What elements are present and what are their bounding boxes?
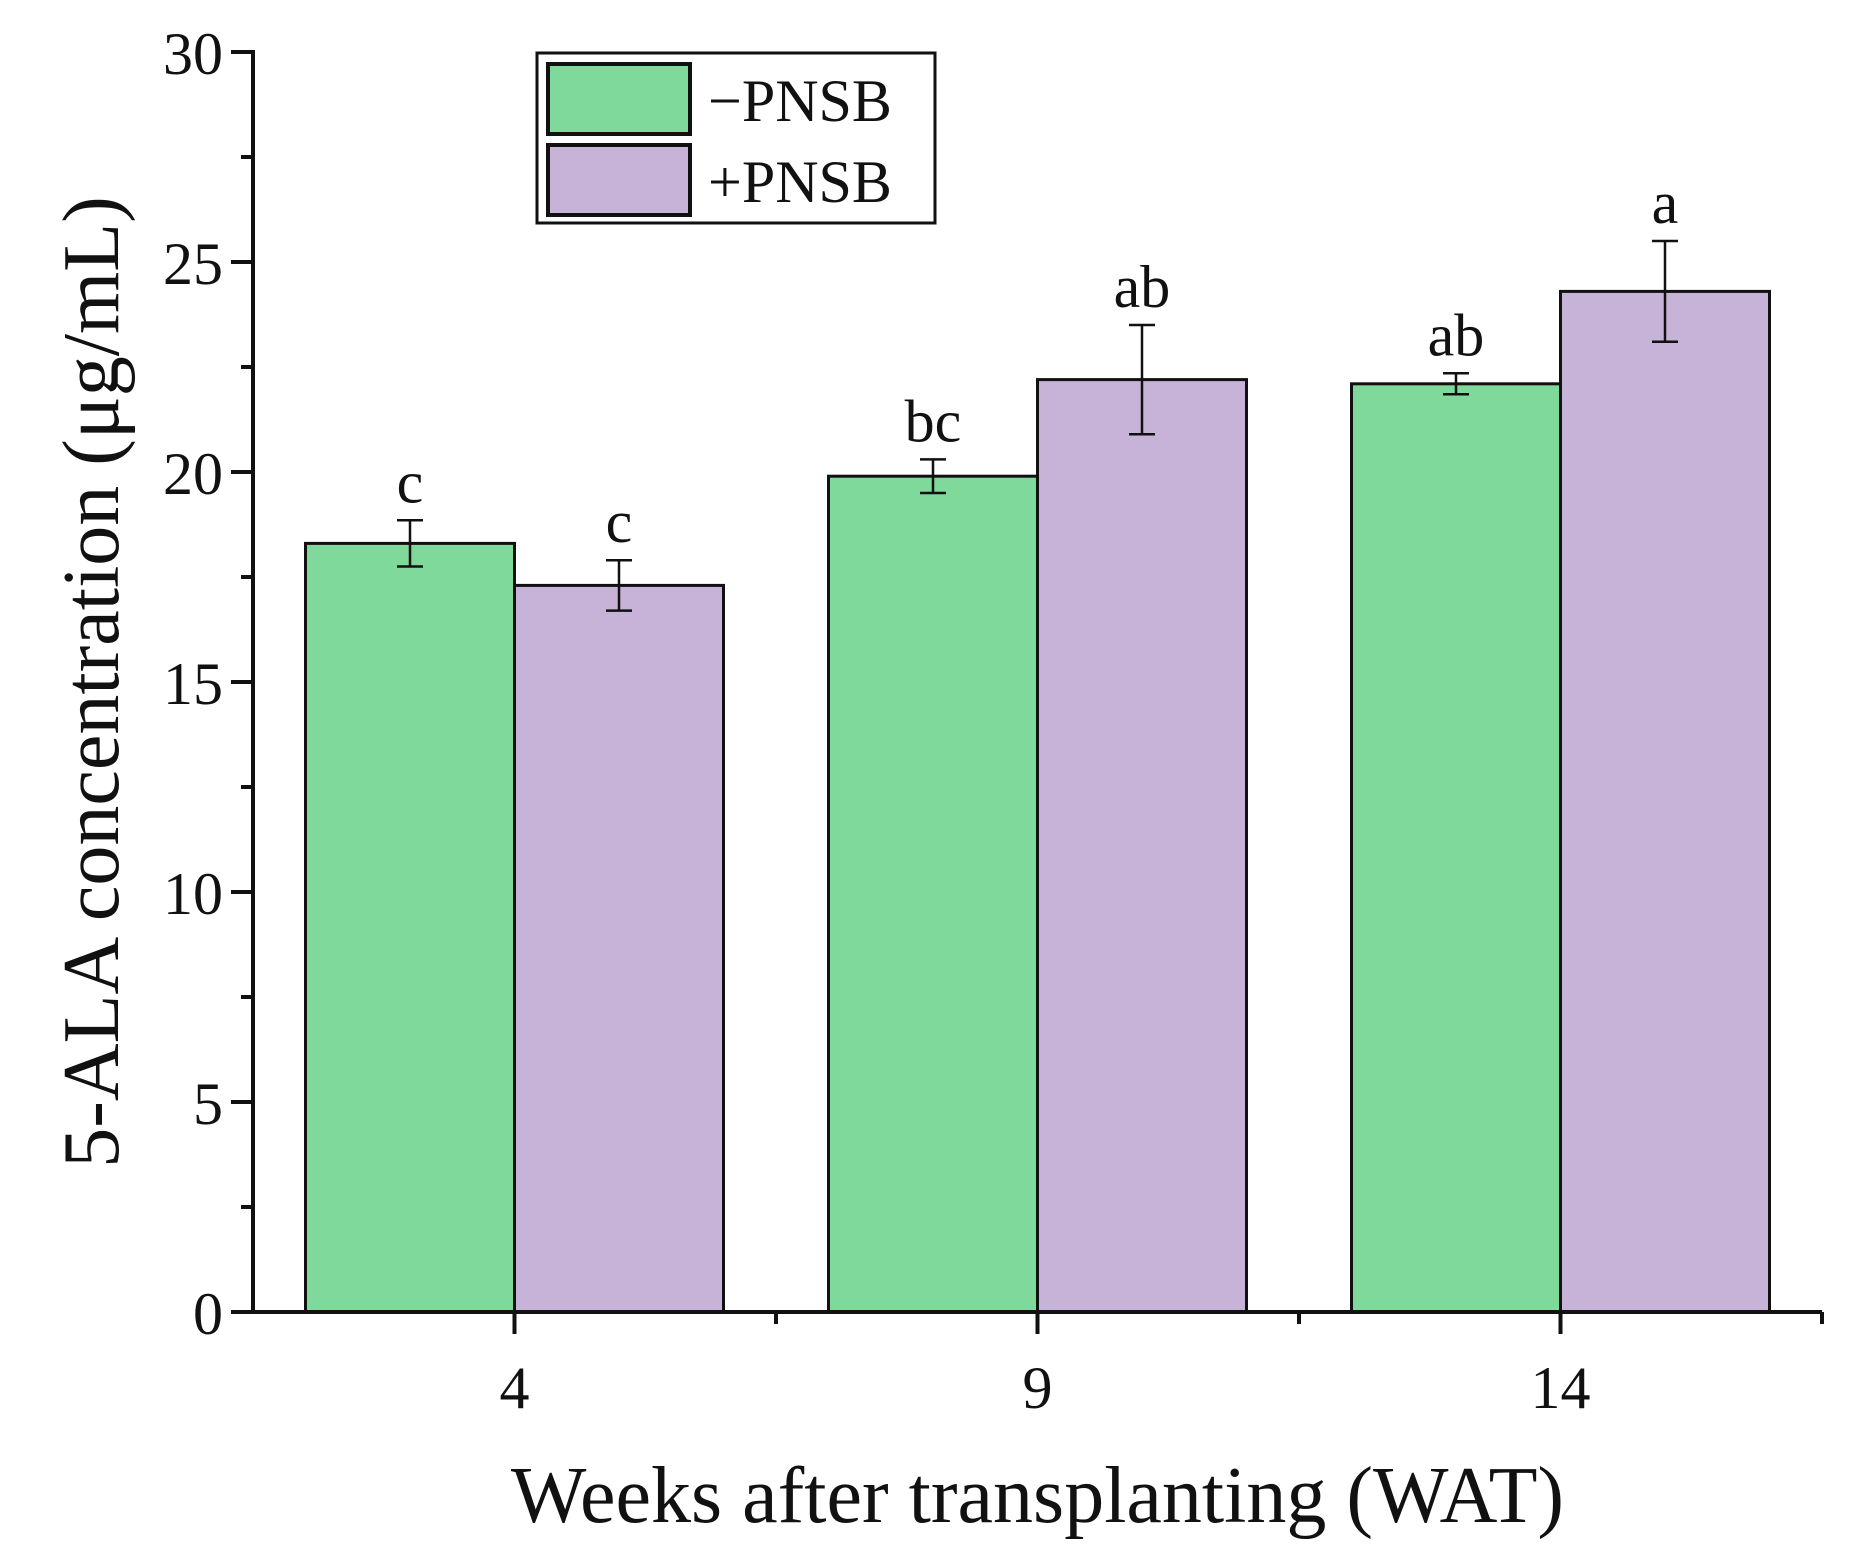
significance-letter: c	[606, 489, 633, 555]
legend-swatch-plus-pnsb	[546, 143, 692, 217]
y-tick-label: 0	[193, 1281, 223, 1347]
legend-label-minus-pnsb: −PNSB	[708, 68, 892, 134]
y-tick-label: 20	[163, 441, 223, 507]
bar-minus-pnsb-4	[304, 541, 516, 1314]
legend: −PNSB +PNSB	[535, 51, 937, 225]
y-tick-label: 30	[163, 21, 223, 87]
y-tick-label: 5	[193, 1071, 223, 1137]
x-ticks-layer: 4 9 14	[500, 1312, 1824, 1421]
bar-plus-pnsb-9	[1036, 378, 1248, 1314]
y-tick-label: 25	[163, 231, 223, 297]
bar-minus-pnsb-9	[827, 474, 1039, 1314]
significance-letter: c	[397, 449, 424, 515]
significance-letter: ab	[1114, 254, 1171, 320]
x-tick-label: 4	[500, 1355, 530, 1421]
y-axis-label: 5-ALA concentration (μg/mL)	[48, 196, 136, 1167]
significance-letter: a	[1652, 170, 1679, 236]
bar-plus-pnsb-4	[513, 583, 725, 1314]
bar-plus-pnsb-14	[1559, 289, 1771, 1314]
legend-label-plus-pnsb: +PNSB	[708, 149, 892, 215]
x-tick-label: 9	[1023, 1355, 1053, 1421]
bar-minus-pnsb-14	[1350, 382, 1562, 1314]
error-bars-layer	[397, 239, 1678, 612]
significance-letters-layer: c bc ab c ab a	[397, 170, 1679, 555]
significance-letter: ab	[1428, 302, 1485, 368]
y-tick-label: 10	[163, 861, 223, 927]
legend-swatch-minus-pnsb	[546, 62, 692, 136]
x-axis-label: Weeks after transplanting (WAT)	[511, 1452, 1564, 1540]
y-ticks-layer: 0 5 10 15 20 25 30	[163, 21, 253, 1347]
significance-letter: bc	[905, 388, 962, 454]
x-tick-label: 14	[1531, 1355, 1591, 1421]
y-tick-label: 15	[163, 651, 223, 717]
bars-layer	[304, 289, 1771, 1314]
